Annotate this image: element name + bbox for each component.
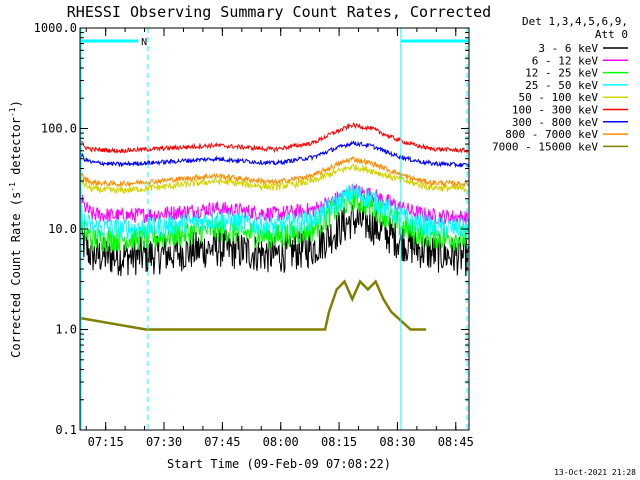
chart-title: RHESSI Observing Summary Count Rates, Co… [67, 3, 491, 21]
x-tick-label: 07:45 [204, 435, 240, 449]
series-line-6-12-kev [79, 183, 469, 226]
x-tick-label: 08:30 [379, 435, 415, 449]
y-tick-label: 100.0 [41, 122, 77, 136]
series-line-7000-15000-kev [79, 279, 427, 331]
series-line-3-6-kev [79, 203, 469, 277]
y-axis: 1000.0 100.0 10.0 1.0 0.1 [34, 21, 469, 437]
series-line-300-800-kev [79, 140, 469, 169]
legend-label-300-800-kev: 300 - 800 keV [512, 116, 598, 129]
legend-label-25-50-kev: 25 - 50 keV [525, 79, 598, 92]
x-axis-label: Start Time (09-Feb-09 07:08:22) [167, 457, 391, 471]
legend-label-7000-15000-kev: 7000 - 15000 keV [492, 140, 598, 153]
x-tick-label: 08:45 [438, 435, 474, 449]
attenuator-bar-label: N [141, 37, 147, 48]
x-tick-label: 07:15 [88, 435, 124, 449]
legend-label-6-12-kev: 6 - 12 keV [532, 54, 599, 67]
legend-label-12-25-kev: 12 - 25 keV [525, 67, 598, 80]
x-tick-label: 07:30 [146, 435, 182, 449]
y-tick-label: 1.0 [55, 323, 77, 337]
legend-title-detectors: Det 1,3,4,5,6,9, [522, 15, 628, 28]
series-line-800-7000-kev [79, 156, 469, 188]
legend-title-attenuator: Att 0 [595, 28, 628, 41]
x-tick-label: 08:00 [263, 435, 299, 449]
y-tick-label: 1000.0 [34, 21, 77, 35]
y-tick-label: 0.1 [55, 423, 77, 437]
legend-label-800-7000-kev: 800 - 7000 keV [505, 128, 598, 141]
y-axis-label: Corrected Count Rate (s-1 detector-1) [8, 100, 23, 358]
series-line-100-300-kev [79, 122, 469, 155]
legend-label-50-100-kev: 50 - 100 keV [519, 91, 599, 104]
series-line-50-100-kev [79, 163, 469, 194]
legend-label-100-300-kev: 100 - 300 keV [512, 104, 598, 117]
x-tick-label: 08:15 [321, 435, 357, 449]
footer-timestamp: 13-Oct-2021 21:28 [554, 468, 636, 477]
series-layer [79, 122, 469, 331]
legend-label-3-6-kev: 3 - 6 keV [538, 42, 598, 55]
y-tick-label: 10.0 [48, 222, 77, 236]
series-line-25-50-kev [79, 183, 469, 240]
x-axis: 07:15 07:30 07:45 08:00 08:15 08:30 08:45 [85, 28, 474, 449]
